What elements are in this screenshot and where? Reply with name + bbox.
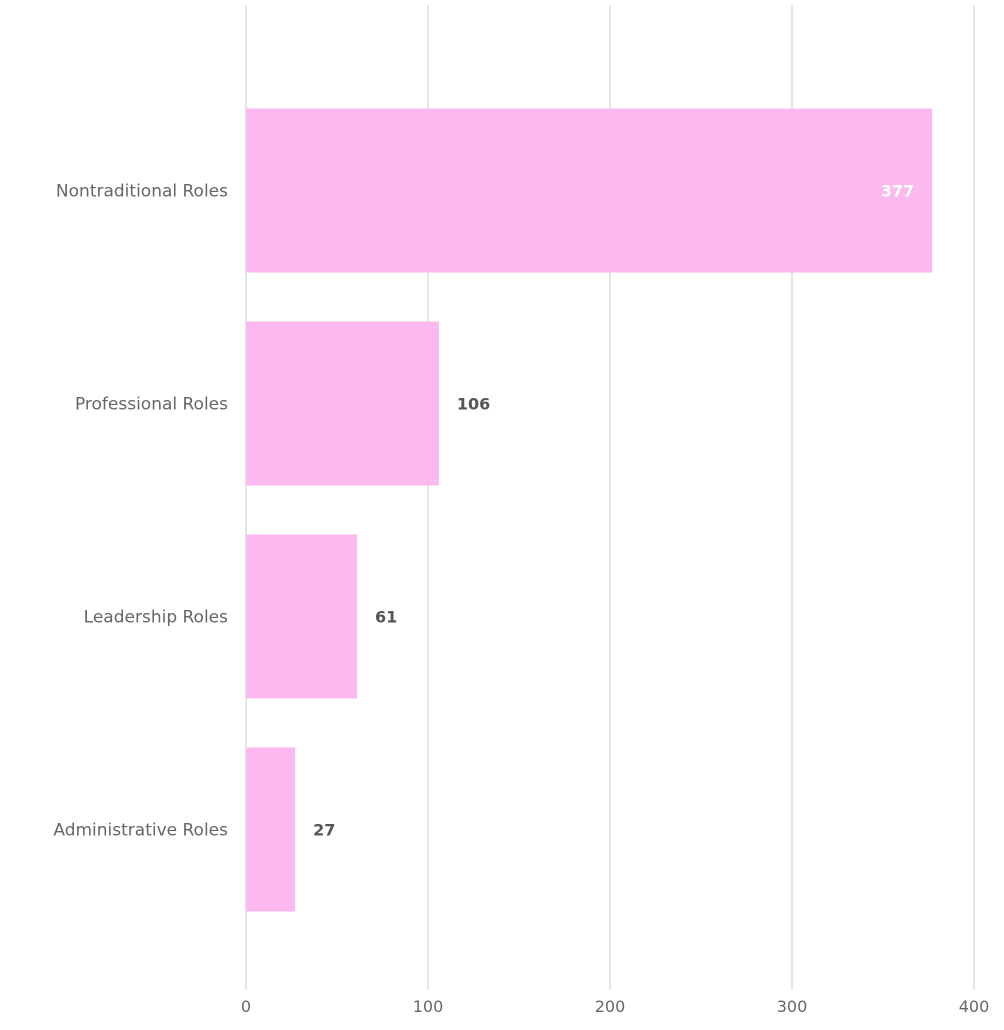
bar bbox=[246, 322, 439, 486]
bar bbox=[246, 535, 357, 699]
category-label: Leadership Roles bbox=[84, 608, 228, 628]
x-tick-label: 100 bbox=[413, 997, 444, 1016]
x-tick-label: 400 bbox=[959, 997, 990, 1016]
x-tick-label: 0 bbox=[241, 997, 251, 1016]
data-label: 106 bbox=[457, 395, 490, 414]
category-label: Professional Roles bbox=[75, 395, 228, 415]
data-label: 377 bbox=[881, 182, 914, 201]
x-tick-label: 200 bbox=[595, 997, 626, 1016]
category-label: Administrative Roles bbox=[53, 821, 228, 841]
bar bbox=[246, 748, 295, 912]
category-label: Nontraditional Roles bbox=[56, 182, 228, 202]
x-tick-label: 300 bbox=[777, 997, 808, 1016]
bar bbox=[246, 109, 932, 273]
data-label: 61 bbox=[375, 608, 397, 627]
data-label: 27 bbox=[313, 821, 335, 840]
